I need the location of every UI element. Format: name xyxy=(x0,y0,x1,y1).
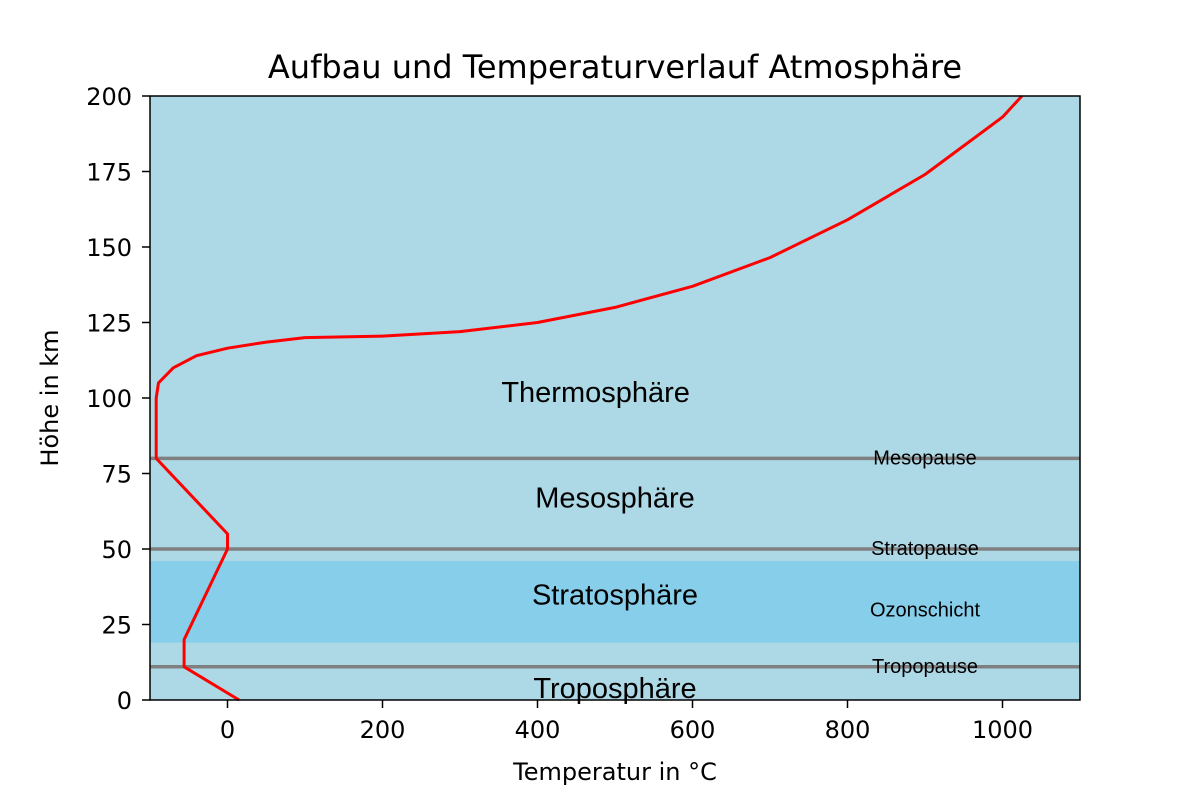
plot-area: TroposphäreStratosphäreMesosphäreThermos… xyxy=(86,83,1081,744)
ozone-label: Ozonschicht xyxy=(870,599,980,621)
x-tick-label: 600 xyxy=(670,716,716,744)
layer-label-2: Mesosphäre xyxy=(535,483,695,515)
layer-label-1: Stratosphäre xyxy=(532,579,698,611)
boundary-label-1: Stratopause xyxy=(871,538,979,560)
x-tick-label: 800 xyxy=(825,716,871,744)
y-tick-label: 125 xyxy=(86,310,132,338)
boundary-label-2: Mesopause xyxy=(873,447,976,469)
x-tick-label: 1000 xyxy=(972,716,1033,744)
y-tick-label: 150 xyxy=(86,234,132,262)
layer-label-3: Thermosphäre xyxy=(501,377,690,409)
y-tick-label: 200 xyxy=(86,83,132,111)
x-tick-label: 200 xyxy=(360,716,406,744)
y-tick-label: 50 xyxy=(101,536,132,564)
boundary-label-0: Tropopause xyxy=(872,656,978,678)
y-tick-label: 100 xyxy=(86,385,132,413)
ozone-band xyxy=(150,561,1080,643)
y-tick-label: 0 xyxy=(117,687,132,715)
y-axis-label: Höhe in km xyxy=(36,329,64,466)
y-tick-label: 25 xyxy=(101,612,132,640)
chart-title: Aufbau und Temperaturverlauf Atmosphäre xyxy=(268,48,962,86)
y-tick-label: 175 xyxy=(86,159,132,187)
temperature-line xyxy=(154,94,1024,702)
x-tick-label: 0 xyxy=(220,716,235,744)
y-tick-label: 75 xyxy=(101,461,132,489)
x-axis-label: Temperatur in °C xyxy=(512,758,717,786)
x-tick-label: 400 xyxy=(515,716,561,744)
